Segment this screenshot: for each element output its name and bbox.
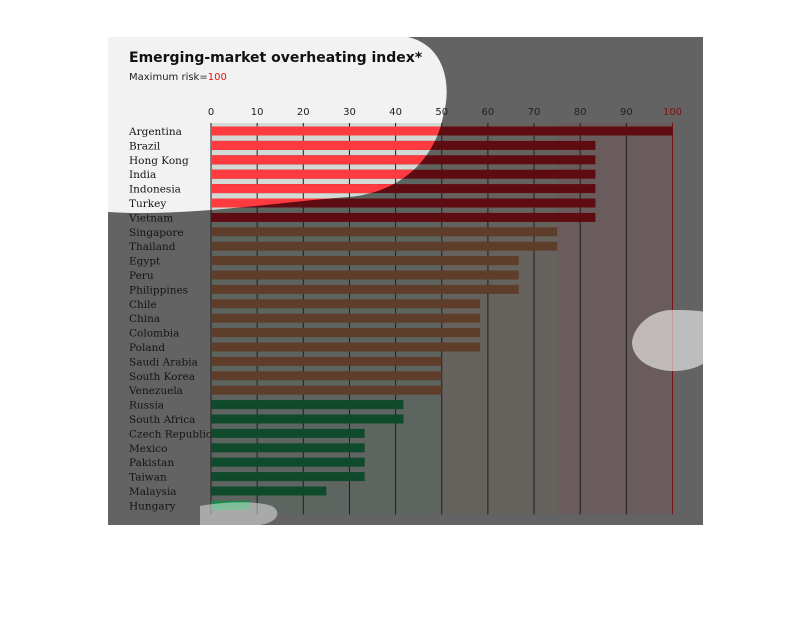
category-label: China: [129, 313, 160, 325]
category-label: Mexico: [129, 443, 167, 455]
bar-chile: [211, 299, 481, 309]
bar-mexico: [211, 443, 365, 453]
bar-highlight-brazil: [211, 140, 447, 150]
category-label: Brazil: [129, 140, 161, 152]
category-label: Chile: [129, 299, 157, 311]
bar-czech-republic: [211, 428, 365, 438]
bar-philippines: [211, 284, 519, 294]
category-label: Argentina: [128, 126, 182, 138]
subtitle-value: 100: [207, 72, 227, 83]
bar-south-korea: [211, 371, 442, 381]
x-tick-label-10: 10: [251, 107, 264, 118]
bar-highlight-indonesia: [211, 184, 447, 194]
x-tick-label-80: 80: [574, 107, 587, 118]
category-label: India: [129, 169, 156, 181]
category-label: Colombia: [129, 328, 179, 340]
bar-malaysia: [211, 486, 327, 496]
overlay-blob-top: [108, 37, 447, 214]
zone-band-high: [557, 123, 673, 515]
category-label: Venezuela: [128, 385, 183, 397]
bar-peru: [211, 270, 519, 280]
category-label: Thailand: [129, 241, 176, 253]
bar-turkey: [211, 198, 596, 208]
bar-russia: [211, 400, 404, 410]
category-label: Taiwan: [129, 472, 167, 484]
x-tick-label-100: 100: [663, 107, 682, 118]
chart-title: Emerging-market overheating index*: [129, 50, 423, 66]
bar-vietnam: [211, 212, 596, 222]
x-tick-label-50: 50: [435, 107, 448, 118]
bar-pakistan: [211, 457, 365, 467]
bar-taiwan: [211, 472, 365, 482]
bar-saudi-arabia: [211, 356, 442, 366]
category-label: Pakistan: [129, 457, 174, 469]
category-label: Egypt: [129, 256, 161, 268]
category-label: Hungary: [129, 500, 176, 512]
category-label: Singapore: [129, 227, 184, 239]
category-label: South Korea: [129, 371, 195, 383]
category-label: South Africa: [129, 414, 195, 426]
category-label: Russia: [129, 400, 164, 412]
bar-indonesia: [211, 184, 596, 194]
subtitle-text: Maximum risk=: [129, 72, 208, 83]
category-label: Philippines: [129, 284, 188, 296]
chart-panel: 0 10 20 30 40 50 60 70 80 90 100 Argentina Brazil Hon…: [108, 37, 703, 525]
category-label: Hong Kong: [129, 155, 189, 167]
bar-highlight-argentina: [211, 126, 447, 136]
bar-egypt: [211, 256, 519, 266]
category-label: Indonesia: [129, 184, 181, 196]
category-label: Vietnam: [128, 212, 173, 224]
x-tick-label-20: 20: [297, 107, 310, 118]
chart-subtitle: Maximum risk=100: [129, 72, 227, 83]
bar-argentina: [211, 126, 673, 136]
bar-poland: [211, 342, 481, 352]
bar-chart: 0 10 20 30 40 50 60 70 80 90 100 Argentina Brazil Hon…: [108, 37, 682, 515]
x-tick-label-40: 40: [389, 107, 402, 118]
x-tick-label-90: 90: [620, 107, 633, 118]
x-tick-label-0: 0: [208, 107, 214, 118]
category-label: Turkey: [129, 198, 166, 210]
bar-south-africa: [211, 414, 404, 424]
x-tick-label-30: 30: [343, 107, 356, 118]
category-label: Saudi Arabia: [129, 356, 198, 368]
bar-highlight-hong-kong: [211, 155, 447, 165]
bar-hungary: [211, 500, 250, 510]
category-label: Poland: [129, 342, 165, 354]
category-label: Czech Republic: [129, 428, 212, 440]
bar-venezuela: [211, 385, 442, 395]
bar-colombia: [211, 328, 481, 338]
bar-highlight-india: [211, 169, 447, 179]
x-tick-label-60: 60: [482, 107, 495, 118]
bar-thailand: [211, 241, 558, 251]
bar-china: [211, 313, 481, 323]
bar-singapore: [211, 227, 558, 237]
category-label: Malaysia: [129, 486, 177, 498]
category-label: Peru: [129, 270, 154, 282]
x-tick-label-70: 70: [528, 107, 541, 118]
